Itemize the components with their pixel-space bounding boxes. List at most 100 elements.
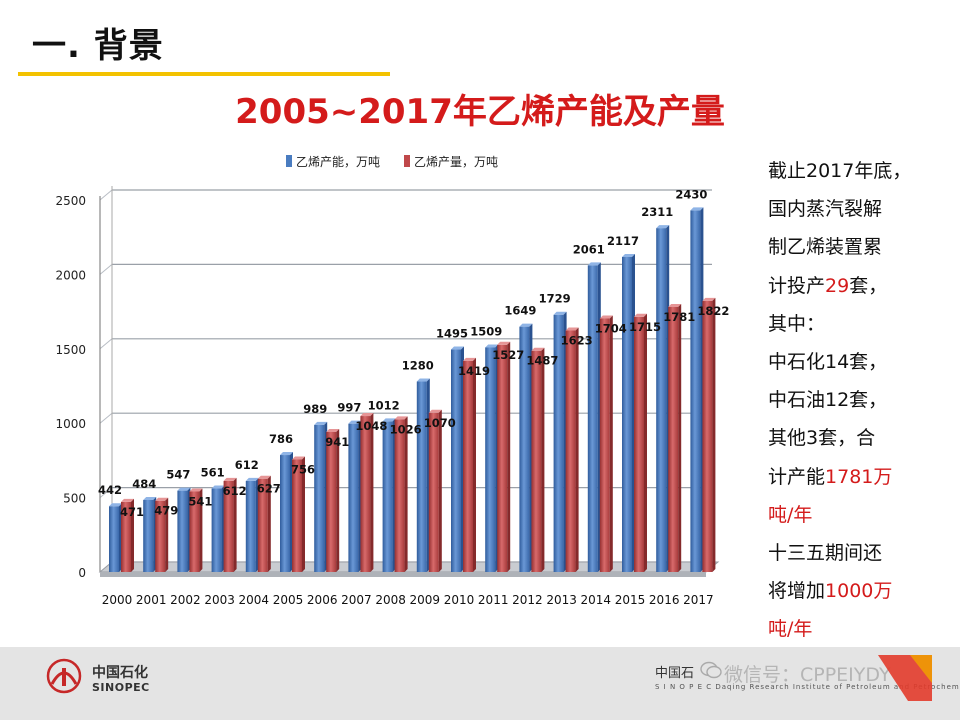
bar-face [189, 491, 200, 572]
side-note-text: 截止2017年底， [768, 160, 912, 182]
bar-side [233, 477, 237, 572]
output-bar [360, 413, 374, 572]
bar-top [382, 418, 396, 422]
bar-face [177, 490, 188, 572]
bar-face [143, 499, 154, 572]
bar-top [394, 416, 408, 420]
bar-top [599, 315, 613, 319]
bar-face [326, 431, 337, 572]
side-note-line: 十三五期间还 [768, 534, 954, 572]
capacity-bar [451, 346, 464, 572]
output-bar [257, 475, 271, 572]
y-tick-label: 500 [63, 492, 86, 506]
bar-top [634, 313, 647, 317]
bar-face [223, 480, 234, 572]
bar-face [394, 419, 405, 572]
bar-top [519, 323, 533, 327]
bar-side [199, 488, 203, 572]
institute-name-cn: 中国石 [655, 666, 695, 681]
side-note-text: 中石化14套， [768, 351, 888, 374]
x-tick-label: 2006 [307, 593, 338, 607]
capacity-value-label: 2117 [607, 234, 639, 248]
chart-bars [109, 207, 716, 572]
bar-side [575, 327, 579, 572]
capacity-bar [416, 378, 430, 572]
side-note-highlight: 1781万 [825, 465, 893, 488]
capacity-value-label: 561 [201, 466, 225, 480]
bar-top [622, 253, 635, 257]
bar-top [565, 327, 579, 331]
legend-label: 乙烯产量，万吨 [414, 155, 498, 169]
output-value-label: 1026 [390, 422, 422, 436]
bar-face [497, 344, 508, 572]
gridline-side [99, 412, 113, 424]
side-note-line: 截止2017年底， [768, 152, 954, 190]
bar-top [348, 420, 362, 424]
x-tick-label: 2005 [273, 593, 304, 607]
capacity-value-label: 1495 [436, 327, 468, 341]
capacity-value-label: 442 [98, 483, 122, 497]
side-note-highlight: 1000万 [825, 580, 893, 603]
chart-data-labels: 2000 442 471 2001 484 479 2002 547 541 2003 561 612… [98, 187, 729, 607]
bar-face [634, 316, 644, 572]
bar-top [223, 477, 237, 481]
bar-side [370, 413, 374, 572]
ethylene-chart: 0 500 1000 1500 2000 2500 乙烯产能，万吨 乙烯产量，万吨 2000… [55, 155, 729, 607]
wechat-icon [700, 661, 722, 679]
output-bar [634, 313, 647, 572]
bar-top [531, 347, 545, 351]
side-note-line: 中石油12套， [768, 381, 954, 419]
capacity-value-label: 997 [337, 401, 361, 415]
bar-top [668, 303, 682, 307]
x-tick-label: 2011 [478, 593, 509, 607]
side-note-text: 其中： [768, 312, 826, 335]
side-note-line: 计产能1781万 [768, 458, 954, 496]
output-bar [394, 416, 408, 572]
capacity-value-label: 1649 [504, 304, 536, 318]
x-tick-label: 2010 [444, 593, 475, 607]
bar-side [131, 498, 134, 572]
heading-underline [18, 72, 390, 76]
side-note-text: 将增加 [768, 580, 826, 603]
output-value-label: 1704 [595, 321, 627, 335]
capacity-value-label: 1280 [402, 359, 434, 373]
x-tick-label: 2002 [170, 593, 201, 607]
bar-face [531, 350, 542, 572]
bar-face [360, 416, 371, 572]
bar-top [587, 262, 601, 266]
output-value-label: 941 [325, 435, 349, 449]
output-bar [223, 477, 237, 572]
chart-title: 2005~2017年乙烯产能及产量 [235, 92, 725, 132]
output-value-label: 756 [291, 463, 315, 477]
bar-top [245, 477, 259, 481]
side-note-text: 十三五期间还 [768, 542, 883, 565]
footer-bar [0, 647, 960, 720]
bar-face [428, 412, 439, 572]
bar-face [519, 326, 530, 572]
y-tick-label: 2500 [55, 194, 86, 208]
capacity-bar [622, 253, 635, 572]
output-bar [292, 456, 305, 572]
x-tick-label: 2008 [375, 593, 406, 607]
side-note-text: 制乙烯装置累 [768, 236, 883, 259]
bar-face [314, 424, 325, 572]
bar-top [292, 456, 305, 460]
bar-side [712, 297, 716, 572]
bar-top [451, 346, 464, 350]
bar-side [507, 341, 511, 572]
wechat-watermark: 微信号：CPPEIYDY [724, 664, 891, 686]
x-tick-label: 2004 [239, 593, 270, 607]
output-bar [497, 341, 511, 572]
bar-face [587, 265, 598, 572]
bar-face [245, 480, 256, 572]
x-tick-label: 2013 [546, 593, 577, 607]
output-value-label: 1048 [355, 419, 387, 433]
bar-top [485, 344, 499, 348]
output-value-label: 1781 [663, 310, 695, 324]
side-note: 截止2017年底， 国内蒸汽裂解 制乙烯装置累 计投产29套， 其中： 中石化14套， 中石… [768, 152, 954, 649]
output-bar [463, 357, 476, 572]
bar-side [678, 303, 682, 572]
capacity-value-label: 989 [303, 402, 327, 416]
output-value-label: 1715 [629, 320, 661, 334]
side-note-text: 其他3套，合 [768, 427, 876, 450]
